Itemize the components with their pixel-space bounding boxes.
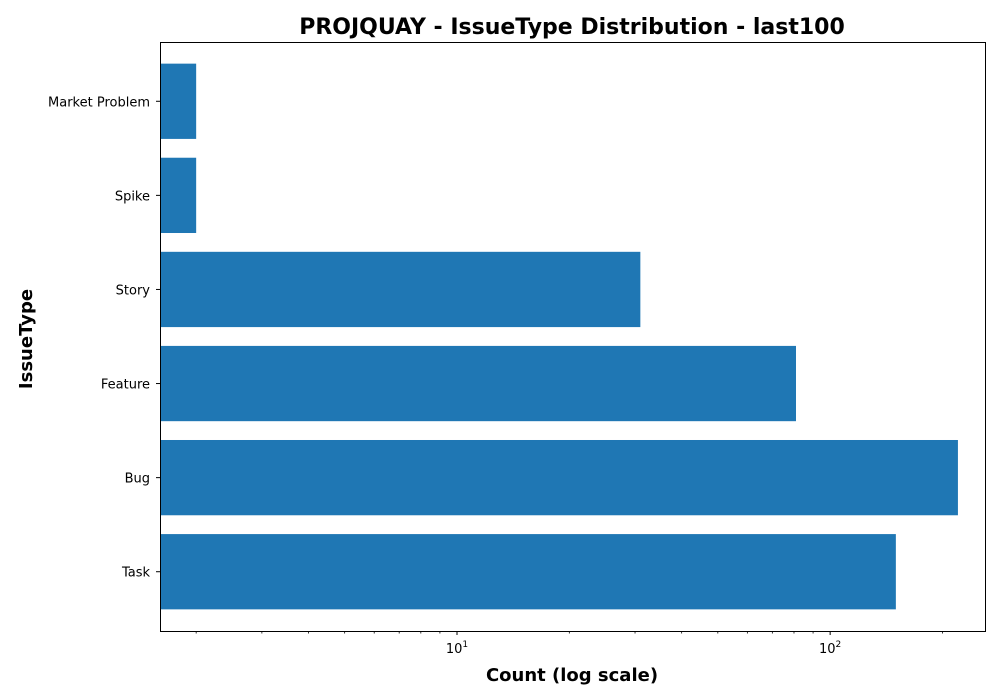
y-ticks-group: Task Bug Feature Story Spike Market Problem [48, 95, 160, 581]
x-tick-label-100: 102 [819, 640, 841, 657]
y-tick-label-spike: Spike [115, 189, 150, 204]
bar-market-problem [160, 63, 197, 139]
y-tick-label-bug: Bug [125, 472, 150, 487]
bars-group [160, 63, 958, 610]
bar-feature [160, 345, 796, 422]
y-tick-label-market-problem: Market Problem [48, 95, 150, 110]
y-tick-label-story: Story [116, 283, 151, 298]
x-tick-label-10: 101 [446, 640, 468, 657]
x-ticks-group: 101 102 [195, 631, 943, 657]
chart-title: PROJQUAY - IssueType Distribution - last… [299, 15, 845, 40]
bar-task [160, 534, 896, 610]
bar-bug [160, 439, 958, 516]
y-axis-label: IssueType [16, 289, 37, 389]
plot-frame [160, 42, 986, 632]
x-axis-label: Count (log scale) [486, 665, 658, 686]
bar-story [160, 251, 641, 328]
y-tick-label-feature: Feature [101, 378, 150, 393]
bar-spike [160, 157, 197, 234]
y-tick-label-task: Task [121, 566, 151, 581]
